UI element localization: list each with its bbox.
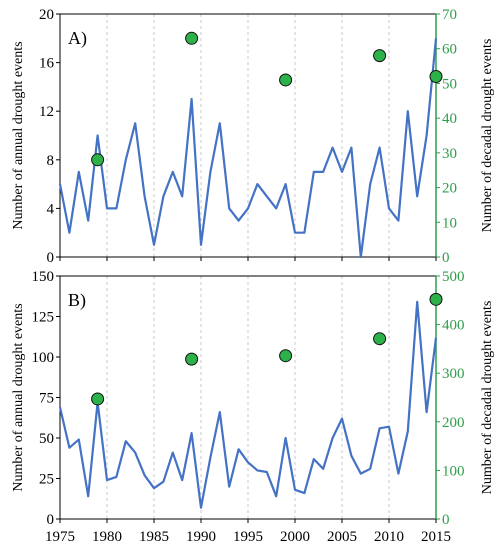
decadal-event-point bbox=[429, 69, 443, 83]
y-right-tick-label: 50 bbox=[442, 76, 457, 92]
y-tick-label: 50 bbox=[39, 431, 54, 447]
x-tick-label: 1990 bbox=[186, 529, 216, 545]
y-tick-label: 12 bbox=[39, 104, 54, 120]
y-tick-label: 0 bbox=[47, 250, 55, 266]
y-tick-label: 150 bbox=[32, 269, 55, 285]
decadal-event-point bbox=[91, 153, 105, 167]
x-tick-label: 2005 bbox=[327, 529, 357, 545]
y-tick-label: 125 bbox=[32, 310, 55, 326]
panel-label: A) bbox=[68, 28, 87, 49]
chart-panel-1: 0 4 8 12 16 20 0 10 20 30 40 50 60 70 Number of annual… bbox=[11, 7, 495, 266]
x-tick-label: 1995 bbox=[233, 529, 263, 545]
y-right-tick-label: 300 bbox=[442, 366, 465, 382]
y-right-tick-label: 0 bbox=[442, 250, 450, 266]
decadal-event-point bbox=[91, 392, 105, 406]
y-right-axis-title: Number of decadal drought events bbox=[480, 301, 495, 495]
y-right-tick-label: 200 bbox=[442, 415, 465, 431]
decadal-event-point bbox=[279, 349, 293, 363]
x-tick-label: 1985 bbox=[139, 529, 169, 545]
y-tick-label: 16 bbox=[39, 56, 55, 72]
y-tick-label: 8 bbox=[47, 153, 55, 169]
y-right-tick-label: 30 bbox=[442, 146, 457, 162]
chart-panel-2: 0 25 50 75 100 125 150 0 100 200 300 400 500 1975 1980… bbox=[11, 269, 495, 545]
y-tick-label: 0 bbox=[47, 512, 55, 528]
y-tick-label: 4 bbox=[47, 201, 55, 217]
y-tick-label: 75 bbox=[39, 391, 54, 407]
y-right-tick-label: 0 bbox=[442, 512, 450, 528]
panel-label: B) bbox=[68, 290, 86, 311]
x-tick-label: 1980 bbox=[92, 529, 122, 545]
decadal-event-point bbox=[279, 73, 293, 87]
decadal-event-point bbox=[185, 31, 199, 45]
decadal-event-point bbox=[185, 352, 199, 366]
x-tick-label: 2000 bbox=[280, 529, 310, 545]
annual-events-line bbox=[58, 38, 438, 259]
y-axis-title: Number of annual drought events bbox=[11, 303, 26, 491]
decadal-event-point bbox=[373, 332, 387, 346]
y-right-tick-label: 10 bbox=[442, 215, 457, 231]
x-tick-label: 2015 bbox=[421, 529, 451, 545]
y-tick-label: 25 bbox=[39, 472, 54, 488]
y-right-tick-label: 500 bbox=[442, 269, 465, 285]
y-right-tick-label: 70 bbox=[442, 7, 457, 23]
y-tick-label: 20 bbox=[39, 7, 54, 23]
x-tick-label: 1975 bbox=[45, 529, 75, 545]
y-tick-label: 100 bbox=[32, 350, 55, 366]
y-right-tick-label: 20 bbox=[442, 181, 457, 197]
y-right-tick-label: 40 bbox=[442, 111, 457, 127]
decadal-event-point bbox=[429, 292, 443, 306]
decadal-event-point bbox=[373, 49, 387, 63]
y-right-tick-label: 60 bbox=[442, 42, 457, 58]
x-tick-label: 2010 bbox=[374, 529, 404, 545]
y-right-tick-label: 400 bbox=[442, 318, 465, 334]
y-right-tick-label: 100 bbox=[442, 463, 465, 479]
annual-events-line bbox=[58, 300, 438, 509]
y-axis-title: Number of annual drought events bbox=[11, 41, 26, 229]
y-right-axis-title: Number of decadal drought events bbox=[480, 39, 495, 233]
